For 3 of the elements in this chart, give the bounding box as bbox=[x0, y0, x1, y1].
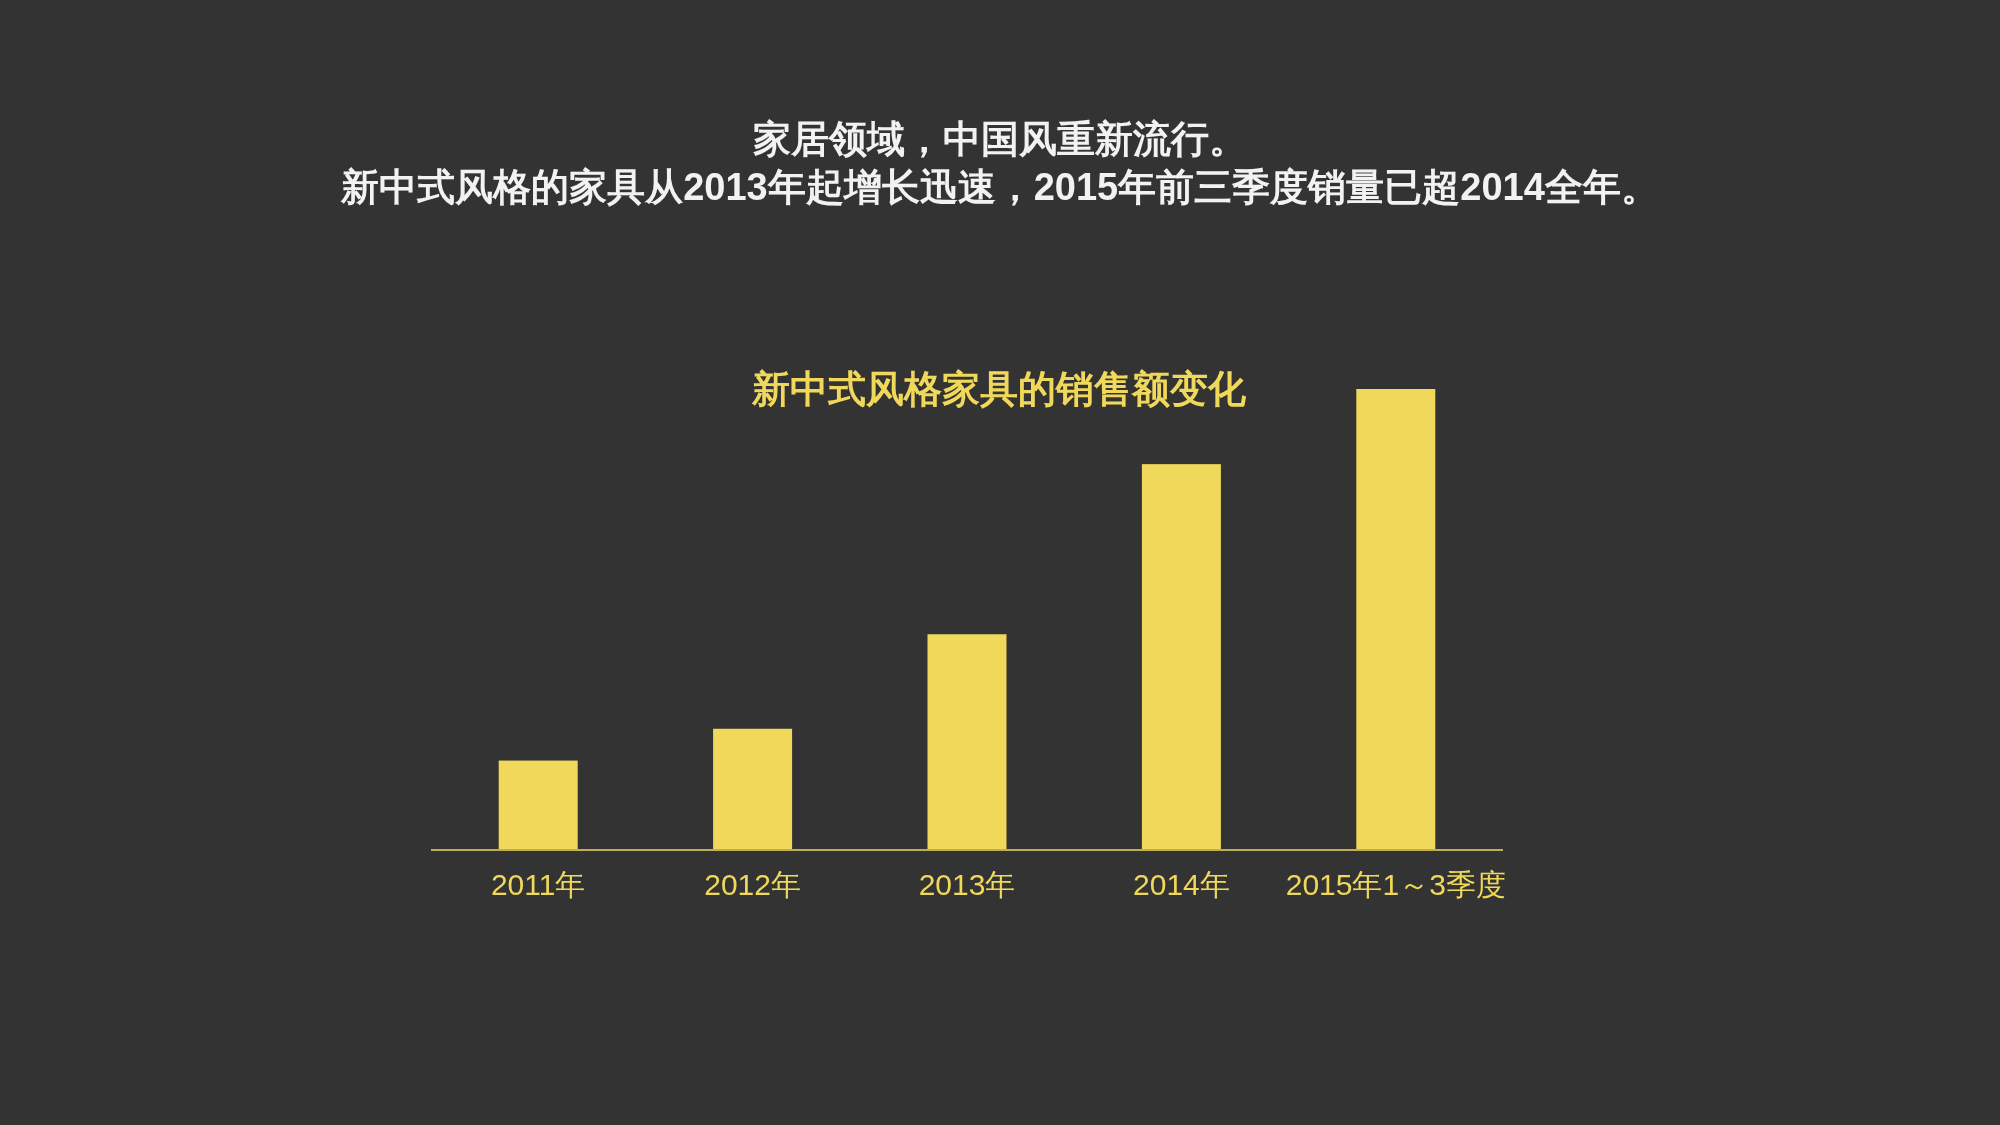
title: 新中式风格家具的销售额变化 bbox=[752, 368, 1246, 410]
annotation: 家居领域，中国风重新流行。 bbox=[753, 118, 1247, 160]
annotation: 新中式风格的家具从2013年起增长迅速，2015年前三季度销量已超2014全年。 bbox=[341, 166, 1659, 208]
